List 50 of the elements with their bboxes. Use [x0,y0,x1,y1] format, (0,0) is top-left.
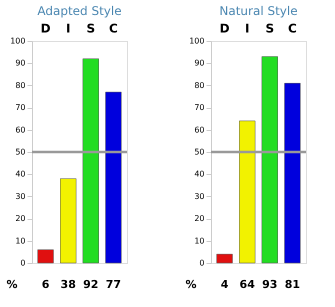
x-tick-label: D [40,22,51,36]
x-tick-label: I [66,22,70,36]
y-tick-label: 0 [199,258,204,268]
bar [262,56,278,264]
bar [284,82,301,264]
y-tick-label: 50 [15,148,26,156]
y-tick-label: 10 [194,236,204,246]
bar [105,92,122,264]
y-tick-label: 30 [194,192,204,201]
y-tick-label: 80 [194,80,204,90]
x-tick-label: C [288,22,298,36]
y-tick-label: 0 [20,258,26,268]
bar [37,249,54,264]
y-tick-label: 100 [189,36,204,46]
data-label: 64 [240,278,256,291]
x-tick-label: D [220,22,230,36]
bar [239,120,256,264]
chart-title: Natural Style [219,4,298,18]
y-tick-label: 30 [15,192,26,201]
bar [82,58,99,264]
y-tick-label: 40 [194,170,204,179]
y-tick-label: 10 [15,236,26,246]
y-tick-label: 70 [15,103,26,112]
data-label: 81 [284,278,300,291]
x-tick-label: S [86,22,96,36]
data-label: 93 [262,278,278,291]
y-tick-label: 60 [15,125,26,134]
x-tick-label: S [265,22,274,36]
text: % [185,278,197,291]
y-tick-label: 80 [15,80,26,90]
y-tick-label: 90 [15,58,26,68]
data-label: 77 [106,278,122,291]
bar [60,178,76,264]
y-tick-label: 20 [15,214,26,224]
data-label: 4 [220,278,229,291]
text: % [6,278,18,291]
y-tick-label: 70 [194,103,204,112]
y-tick-label: 40 [15,170,26,179]
data-label: 6 [42,278,50,291]
y-tick-label: 100 [10,36,26,46]
chart-title: Adapted Style [37,4,122,18]
bar [216,254,233,264]
x-tick-label: I [244,22,250,36]
y-tick-label: 90 [194,58,204,68]
y-tick-label: 50 [194,148,204,156]
data-label: 38 [60,278,76,291]
y-tick-label: 20 [194,214,204,224]
y-tick-label: 60 [194,125,204,134]
x-tick-label: C [109,22,118,36]
data-label: 92 [83,278,98,291]
